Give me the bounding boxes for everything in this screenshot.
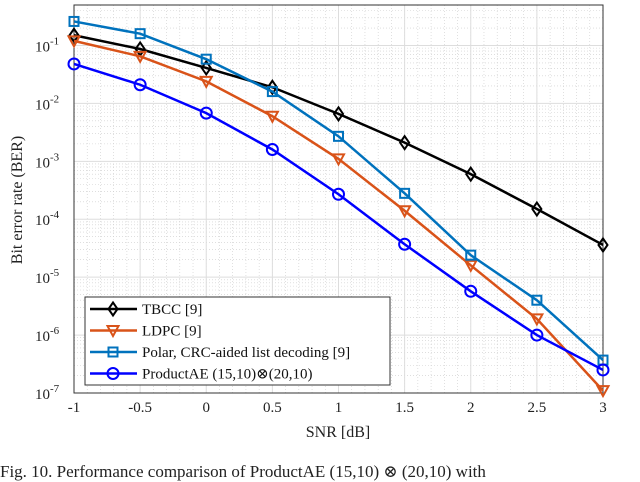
- legend-marker: [107, 346, 119, 358]
- data-point: [332, 187, 345, 201]
- data-point: [398, 134, 411, 151]
- data-point: [530, 328, 544, 342]
- data-point: [134, 28, 146, 40]
- legend-label: TBCC [9]: [142, 302, 202, 318]
- data-point: [531, 200, 543, 218]
- x-tick-label: 0: [203, 400, 211, 416]
- series-line: [73, 34, 604, 247]
- x-tick-label: 1.5: [395, 400, 414, 416]
- data-point: [266, 86, 278, 98]
- legend-label: LDPC [9]: [142, 324, 202, 340]
- legend-label: ProductAE (15,10)⊗(20,10): [142, 367, 312, 383]
- data-point: [265, 110, 280, 124]
- y-tick-label: 10-1: [35, 35, 59, 55]
- data-point: [531, 294, 543, 306]
- y-tick-label: 10-2: [35, 93, 59, 113]
- data-point: [200, 59, 212, 77]
- series-circle: [67, 57, 610, 377]
- x-tick-label: 0.5: [263, 400, 282, 416]
- data-point: [333, 130, 344, 142]
- plot-frame: [73, 4, 604, 394]
- data-point: [68, 15, 80, 27]
- legend-item: LDPC [9]: [90, 324, 202, 340]
- figure-caption: Fig. 10. Performance comparison of Produ…: [0, 462, 486, 481]
- y-tick-label: 10-5: [35, 267, 60, 287]
- data-point: [332, 105, 345, 123]
- data-point: [529, 313, 545, 327]
- data-point: [463, 259, 478, 273]
- legend: TBCC [9] LDPC [9] Polar, CRC-aided list de…: [84, 296, 391, 386]
- data-point: [597, 236, 609, 254]
- series-line: [73, 62, 604, 372]
- data-point: [399, 187, 411, 199]
- y-axis-label: Bit error rate (BER): [9, 136, 26, 264]
- data-point: [265, 143, 279, 157]
- data-point: [596, 363, 610, 377]
- y-tick-label: 10-4: [35, 209, 60, 229]
- legend-item: TBCC [9]: [90, 300, 202, 318]
- legend-item: Polar, CRC-aided list decoding [9]: [90, 345, 350, 361]
- data-point: [199, 106, 213, 120]
- data-point: [595, 385, 611, 399]
- x-tick-label: -1: [68, 400, 81, 416]
- data-point: [398, 237, 412, 251]
- legend-marker: [106, 367, 120, 380]
- data-point: [132, 50, 148, 64]
- x-tick-label: 1: [335, 400, 343, 416]
- data-point: [465, 165, 477, 183]
- y-tick-label: 10-7: [35, 383, 60, 403]
- x-tick-label: 2: [467, 400, 475, 416]
- data-point: [66, 35, 82, 49]
- series-triangle-down: [66, 35, 611, 399]
- x-tick-label: 3: [599, 400, 607, 416]
- x-tick-label: 2.5: [528, 400, 547, 416]
- series-line: [73, 20, 604, 362]
- data-point: [67, 57, 81, 71]
- data-point: [465, 249, 477, 261]
- legend-marker: [107, 300, 119, 318]
- y-tick-labels: 10-1 10-2 10-3 10-4 10-5 10-6 10-7: [35, 35, 60, 403]
- y-tick-label: 10-6: [35, 325, 60, 345]
- legend-item: ProductAE (15,10)⊗(20,10): [90, 367, 312, 383]
- series-group: [66, 15, 611, 399]
- data-point: [397, 205, 412, 219]
- data-point: [133, 78, 147, 92]
- data-point: [464, 284, 478, 298]
- data-point: [331, 153, 346, 167]
- legend-label: Polar, CRC-aided list decoding [9]: [142, 345, 350, 361]
- data-point: [199, 75, 214, 89]
- data-point: [200, 53, 212, 65]
- x-tick-label: -0.5: [128, 400, 152, 416]
- legend-box: [84, 296, 391, 386]
- data-point: [266, 79, 279, 96]
- series-square: [68, 15, 609, 366]
- x-axis-label: SNR [dB]: [306, 424, 370, 441]
- series-line: [73, 39, 604, 392]
- y-tick-label: 10-3: [35, 151, 60, 171]
- x-tick-labels: -1 -0.5 0 0.5 1 1.5 2 2.5 3: [68, 400, 607, 416]
- legend-marker: [105, 325, 121, 339]
- series-diamond: [68, 27, 609, 254]
